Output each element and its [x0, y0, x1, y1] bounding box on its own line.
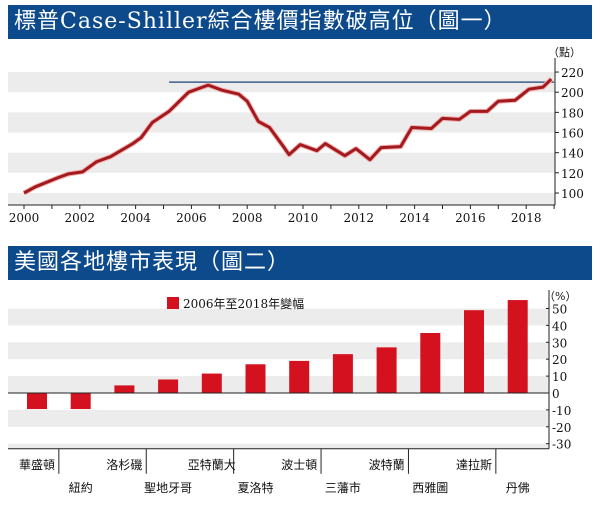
chart1-title: 標普Case-Shiller綜合樓價指數破高位（圖一）	[8, 5, 592, 39]
category-label: 夏洛特	[237, 480, 273, 495]
bar	[158, 379, 179, 393]
bar	[201, 373, 222, 393]
grid-band	[8, 376, 549, 393]
category-label: 波士頓	[281, 458, 317, 472]
x-tick-label: 2006	[176, 211, 207, 225]
x-tick-label: 2008	[232, 211, 263, 225]
category-label: 亞特蘭大	[188, 457, 236, 472]
category-label: 洛杉磯	[106, 457, 142, 472]
y-tick-label: -30	[552, 438, 571, 452]
y-tick-label: 160	[561, 127, 584, 141]
chart2-title: 美國各地樓市表現（圖二）	[8, 246, 592, 280]
x-tick-label: 2014	[399, 211, 430, 225]
line-chart: 100 120 140 160 180 200 220 2000 2002 2004 2006 200…	[8, 46, 584, 225]
y-tick-label: 120	[561, 167, 584, 181]
grid-band	[8, 112, 555, 133]
legend-swatch	[167, 297, 179, 309]
y-tick-label: 0	[552, 387, 560, 401]
bar	[245, 364, 266, 393]
y-tick-label: 40	[552, 319, 567, 333]
bar	[420, 333, 441, 393]
y-axis-unit: （%）	[544, 290, 576, 303]
category-label: 達拉斯	[456, 457, 492, 472]
bar-chart: 50 40 30 20 10 0 -10 -20 -30 （%） 2006年至2018年變幅華盛頓紐…	[8, 290, 576, 495]
bar	[507, 300, 528, 393]
y-tick-label: -10	[552, 404, 571, 418]
category-label: 三藩市	[325, 480, 361, 495]
y-tick-label: 220	[561, 66, 584, 80]
y-tick-label: 140	[561, 147, 584, 161]
category-label: 紐約	[69, 480, 93, 495]
y-tick-label: 100	[561, 187, 584, 201]
category-label: 聖地牙哥	[144, 481, 192, 495]
series-line-glow	[22, 77, 554, 196]
x-tick-label: 2012	[344, 211, 375, 225]
series-line	[23, 78, 553, 195]
x-tick-label: 2018	[511, 211, 542, 225]
category-label: 波特蘭	[369, 457, 405, 472]
y-tick-label: 180	[561, 106, 584, 120]
bar	[464, 310, 484, 393]
grid-band	[8, 308, 549, 326]
x-tick-label: 2004	[120, 211, 151, 225]
y-tick-label: 50	[552, 303, 567, 317]
grid-band	[8, 152, 555, 173]
bar	[114, 385, 135, 393]
grid-band	[8, 409, 549, 427]
y-tick-label: -20	[552, 421, 571, 435]
legend-label: 2006年至2018年變幅	[183, 296, 304, 311]
bar	[27, 393, 47, 410]
grid-band	[8, 193, 555, 206]
grid-band	[8, 342, 549, 360]
y-tick-label: 30	[552, 336, 567, 350]
x-tick-label: 2016	[455, 211, 486, 225]
y-tick-label: 20	[552, 353, 567, 367]
bar	[70, 393, 91, 410]
category-label: 西雅圖	[412, 480, 448, 495]
y-axis-unit: （點）	[548, 46, 581, 59]
bar	[376, 347, 397, 393]
y-tick-label: 200	[561, 86, 584, 100]
y-tick-label: 10	[552, 370, 567, 384]
x-tick-label: 2002	[65, 211, 96, 225]
grid-band	[8, 443, 549, 449]
category-label: 華盛頓	[19, 457, 55, 472]
x-tick-label: 2000	[9, 211, 40, 225]
category-label: 丹佛	[506, 481, 530, 495]
bar	[289, 360, 310, 393]
x-tick-label: 2010	[288, 211, 319, 225]
bar	[332, 354, 353, 393]
